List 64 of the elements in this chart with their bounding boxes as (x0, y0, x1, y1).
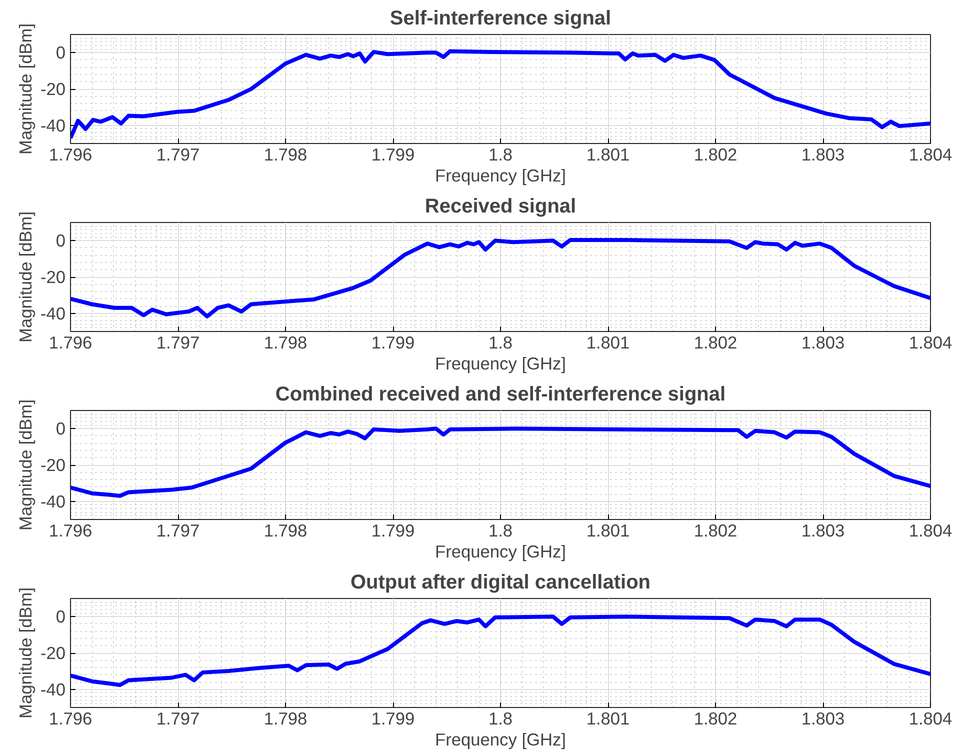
line-series (70, 426, 930, 498)
x-tick-label: 1.8 (488, 708, 513, 728)
x-tick-label: 1.801 (586, 144, 630, 164)
x-tick-label: 1.8 (488, 144, 513, 164)
y-tick-label: -40 (40, 303, 66, 324)
x-tick-label: 1.797 (156, 520, 200, 540)
x-tick-label: 1.804 (908, 332, 953, 352)
x-tick-label: 1.801 (586, 708, 630, 728)
x-tick-label: 1.802 (694, 144, 738, 164)
x-tick-label: 1.803 (801, 520, 845, 540)
y-tick-label: 0 (56, 418, 66, 439)
x-tick-label: 1.798 (264, 520, 308, 540)
chart-title: Received signal (424, 196, 576, 218)
x-tick-label: 1.803 (801, 332, 845, 352)
x-tick-label: 1.799 (371, 144, 415, 164)
x-tick-label: 1.801 (586, 520, 630, 540)
x-tick-label: 1.798 (264, 332, 308, 352)
x-tick-label: 1.802 (694, 520, 738, 540)
y-axis-title: Magnitude [dBm] (15, 23, 36, 154)
x-axis-title: Frequency [GHz] (435, 542, 566, 562)
line-series (70, 238, 930, 318)
x-tick-label: 1.804 (908, 520, 953, 540)
y-tick-label: -40 (40, 115, 66, 136)
x-tick-label: 1.798 (264, 708, 308, 728)
x-tick-label: 1.804 (908, 708, 953, 728)
x-tick-label: 1.797 (156, 708, 200, 728)
y-tick-label: 0 (56, 230, 66, 251)
chart-title: Combined received and self-interference signal (275, 384, 726, 406)
x-tick-label: 1.796 (48, 144, 92, 164)
x-tick-label: 1.8 (488, 520, 513, 540)
x-tick-label: 1.797 (156, 332, 200, 352)
y-tick-label: 0 (56, 606, 66, 627)
y-tick-label: -20 (40, 267, 66, 287)
x-tick-label: 1.797 (156, 144, 200, 164)
x-tick-label: 1.799 (371, 520, 415, 540)
line-series (70, 49, 930, 140)
x-tick-label: 1.799 (371, 708, 415, 728)
x-tick-label: 1.799 (371, 332, 415, 352)
x-tick-label: 1.803 (801, 144, 845, 164)
x-tick-label: 1.796 (48, 520, 92, 540)
x-axis-title: Frequency [GHz] (435, 354, 566, 374)
chart-title: Self-interference signal (390, 8, 612, 30)
y-tick-label: 0 (56, 42, 66, 63)
line-series (70, 614, 930, 687)
x-tick-label: 1.801 (586, 332, 630, 352)
y-axis-title: Magnitude [dBm] (15, 211, 36, 342)
y-tick-label: -20 (40, 455, 66, 475)
x-tick-label: 1.796 (48, 708, 92, 728)
y-tick-label: -40 (40, 679, 66, 700)
x-tick-label: 1.802 (694, 708, 738, 728)
y-tick-label: -40 (40, 491, 66, 512)
x-tick-label: 1.798 (264, 144, 308, 164)
x-axis-title: Frequency [GHz] (435, 166, 566, 186)
y-axis-title: Magnitude [dBm] (15, 399, 36, 530)
chart-title: Output after digital cancellation (350, 572, 651, 594)
x-tick-label: 1.8 (488, 332, 513, 352)
x-tick-label: 1.804 (908, 144, 953, 164)
x-axis-title: Frequency [GHz] (435, 730, 566, 750)
y-axis-title: Magnitude [dBm] (15, 587, 36, 718)
x-tick-label: 1.803 (801, 708, 845, 728)
y-tick-label: -20 (40, 643, 66, 663)
x-tick-label: 1.802 (694, 332, 738, 352)
x-tick-label: 1.796 (48, 332, 92, 352)
y-tick-label: -20 (40, 79, 66, 99)
